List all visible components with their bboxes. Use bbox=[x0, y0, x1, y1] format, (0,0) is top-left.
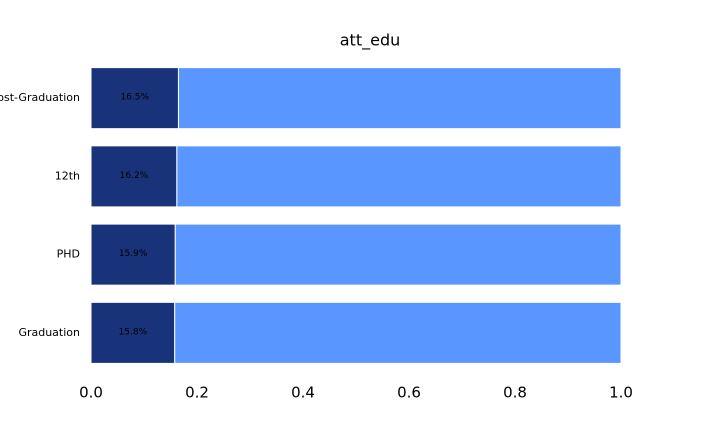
value-label: 15.8% bbox=[119, 327, 148, 337]
value-label: 15.9% bbox=[119, 249, 148, 259]
x-tick-label: 1.0 bbox=[609, 384, 633, 402]
value-label: 16.5% bbox=[120, 93, 149, 103]
x-tick-label: 0.4 bbox=[291, 384, 315, 402]
bar-segment bbox=[90, 301, 176, 364]
bar-segment bbox=[174, 301, 622, 364]
y-tick-label: 12th bbox=[55, 169, 80, 182]
value-label: 16.2% bbox=[120, 171, 149, 181]
bar-segment bbox=[90, 145, 178, 208]
x-tick-label: 0.6 bbox=[397, 384, 421, 402]
y-tick-label: PHD bbox=[57, 248, 80, 261]
x-tick-label: 0.2 bbox=[185, 384, 209, 402]
bar-segment bbox=[174, 223, 622, 286]
bar-segment bbox=[177, 67, 622, 130]
y-tick-label: Post-Graduation bbox=[0, 91, 80, 104]
bar-segment bbox=[90, 67, 179, 130]
x-tick-label: 0.0 bbox=[79, 384, 103, 402]
bar-segment bbox=[176, 145, 622, 208]
chart-title: att_edu bbox=[340, 31, 401, 51]
x-tick-label: 0.8 bbox=[503, 384, 527, 402]
y-tick-label: Graduation bbox=[18, 326, 80, 339]
bar-segment bbox=[90, 223, 176, 286]
